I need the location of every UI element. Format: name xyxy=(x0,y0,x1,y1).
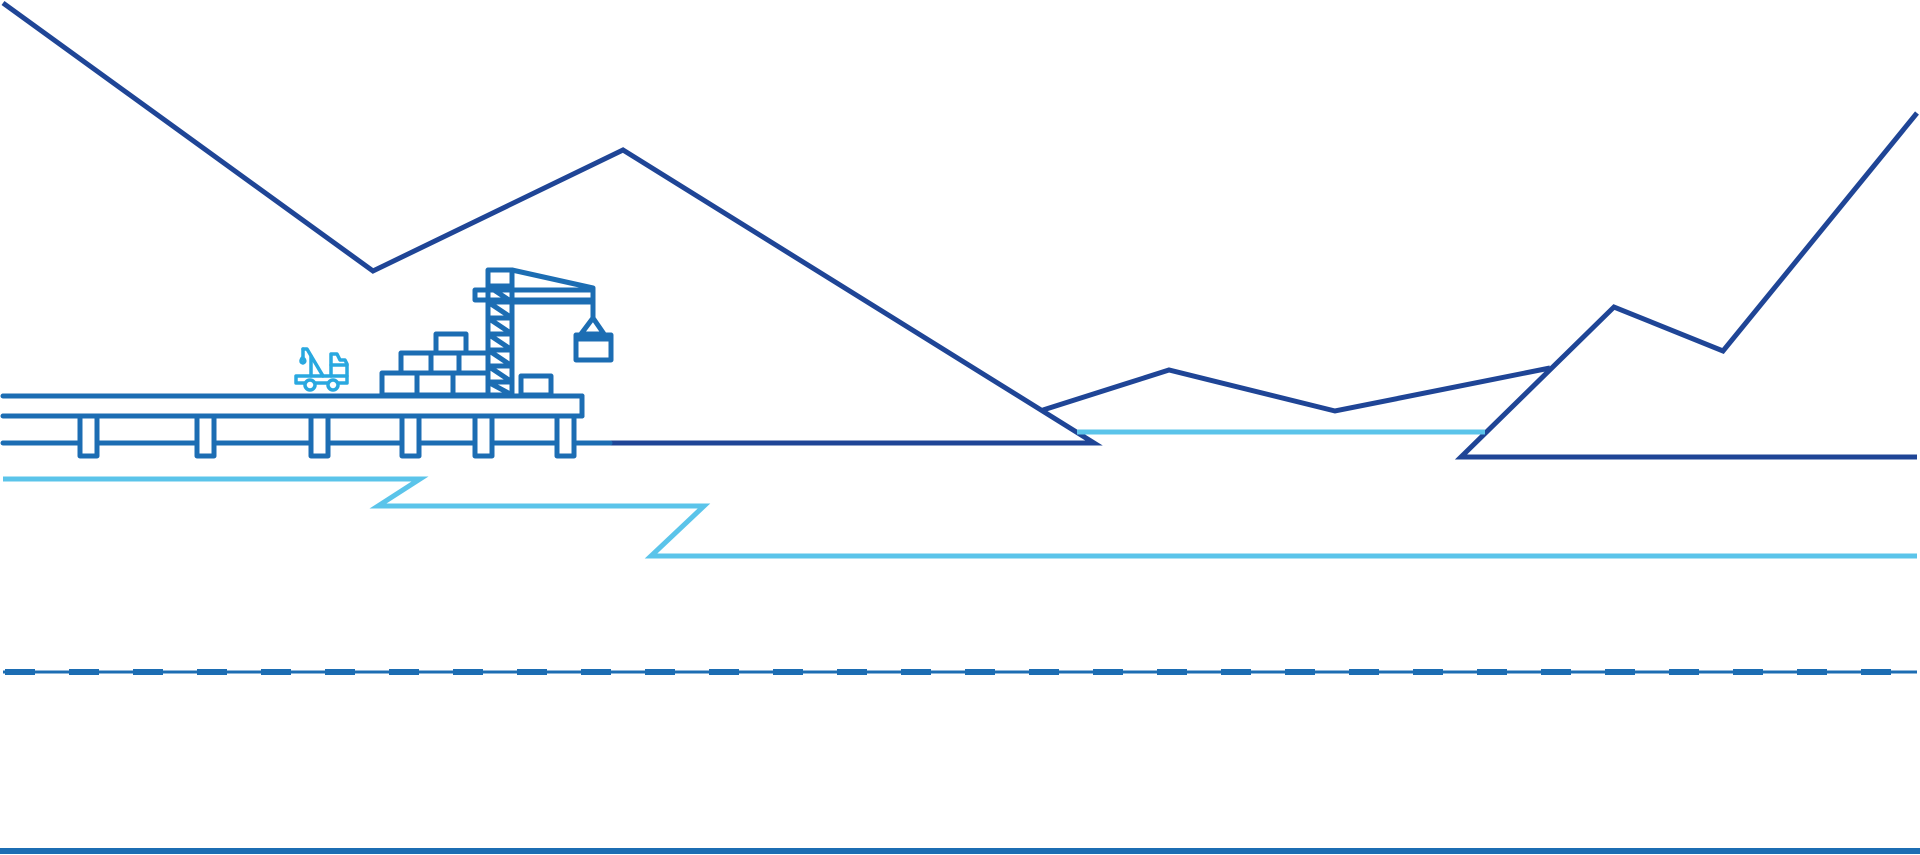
container-top xyxy=(433,331,469,356)
container-middle-3 xyxy=(456,350,491,376)
crane-jib-cable xyxy=(509,267,596,321)
piling xyxy=(399,413,422,459)
piling xyxy=(472,413,495,459)
container-bottom-2 xyxy=(414,370,456,398)
container-small xyxy=(518,373,554,398)
piling xyxy=(77,413,100,459)
mountain-ridge-left xyxy=(1,0,1103,446)
coastline-step-line xyxy=(3,476,1917,559)
piling xyxy=(308,413,331,459)
pier-pilings xyxy=(77,413,577,459)
pier xyxy=(0,393,613,459)
container-stack-icon xyxy=(379,331,554,398)
mountain-ridge-right xyxy=(1454,111,1919,460)
crane-hook-rig xyxy=(578,315,607,337)
container-middle-2 xyxy=(428,350,462,376)
piling xyxy=(194,413,217,459)
mountain-range xyxy=(1,0,1919,460)
crane-boom xyxy=(472,287,596,303)
crane-hanging-container xyxy=(573,332,614,363)
mountain-ridge-middle xyxy=(1042,365,1551,414)
container-bottom-1 xyxy=(379,370,420,398)
truck-wheel-front xyxy=(326,378,340,392)
truck-wheel-rear xyxy=(303,378,317,392)
crane-tower-bracing xyxy=(485,299,515,398)
tow-truck-icon xyxy=(294,347,349,392)
shoreline xyxy=(3,429,1917,559)
container-middle-1 xyxy=(398,350,434,376)
container-bottom-3 xyxy=(450,370,491,398)
truck-bed xyxy=(294,374,349,385)
gantry-crane-icon xyxy=(472,267,614,398)
truck-hook xyxy=(299,347,307,365)
piling xyxy=(554,413,577,459)
